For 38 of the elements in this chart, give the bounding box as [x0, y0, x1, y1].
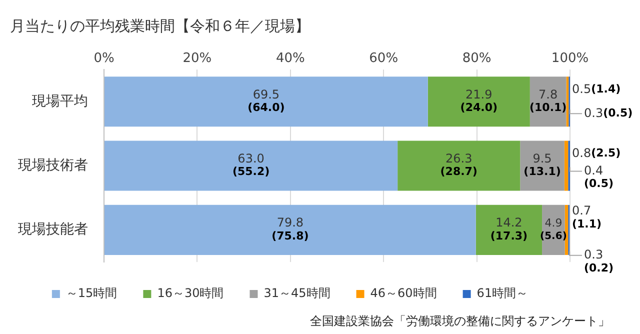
- data-label: 21.9 (24.0): [460, 87, 498, 114]
- data-label: 0.4 (0.5): [584, 163, 614, 190]
- text: 全国建設業協会「労働環境の整備に関するアンケート」: [310, 314, 610, 328]
- bar: [520, 140, 564, 191]
- chart-title: 月当たりの平均残業時間【令和６年／現場】: [10, 16, 310, 35]
- data-label: 14.2 (17.3): [490, 216, 528, 242]
- data-label: 69.5 (64.0): [248, 87, 285, 114]
- x-tick-label: 20%: [182, 51, 212, 66]
- data-label: 0.7 (1.1): [572, 204, 602, 230]
- data-label: 7.8 (10.1): [530, 87, 567, 114]
- legend-label: 61時間～: [476, 286, 528, 300]
- x-tick-label: 40%: [276, 51, 305, 66]
- y-tick-label: 現場技能者: [18, 222, 88, 238]
- legend-label: 31～45時間: [264, 286, 330, 300]
- x-tick-label: 0%: [94, 51, 114, 66]
- data-label: 0.8(2.5): [572, 146, 621, 160]
- bar: [428, 76, 530, 127]
- y-tick-label: 現場技術者: [18, 157, 88, 174]
- legend-label: 16～30時間: [157, 286, 224, 300]
- data-label: 0.3 (0.2): [584, 248, 614, 274]
- bar: [104, 76, 428, 127]
- data-label: 63.0 (55.2): [232, 151, 270, 178]
- legend-label: ～15時間: [66, 286, 118, 300]
- data-label: 0.3(0.5): [584, 106, 633, 120]
- data-label: 26.3 (28.7): [440, 151, 478, 178]
- bar: [104, 204, 476, 255]
- bar: [564, 140, 568, 191]
- data-label: 0.5(1.4): [572, 82, 621, 96]
- legend-label: 46～60時間: [370, 286, 437, 300]
- bar: [104, 140, 398, 191]
- bar: [398, 140, 520, 191]
- data-label: 79.8 (75.8): [272, 216, 309, 242]
- data-label: 9.5 (13.1): [524, 151, 561, 178]
- x-tick-label: 80%: [462, 51, 492, 66]
- x-tick-label: 100%: [551, 51, 589, 66]
- bar: [476, 204, 542, 255]
- x-tick-label: 60%: [369, 51, 398, 66]
- y-tick-label: 現場平均: [32, 93, 88, 110]
